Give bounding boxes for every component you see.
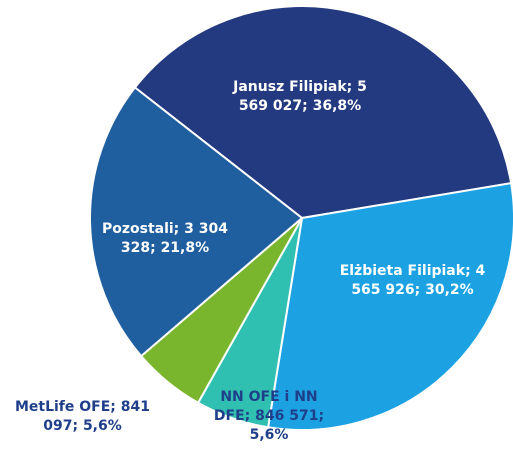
label-part: 21,8%: [160, 240, 210, 256]
label-part: 3 304 328;: [120, 221, 229, 256]
label-part: NN OFE i NN DFE;: [213, 389, 318, 424]
label-part: 846 571;: [255, 408, 325, 424]
label-part: 5,6%: [249, 427, 289, 443]
slice-label: NN OFE i NN DFE; 846 571; 5,6%: [210, 388, 328, 445]
slice-label: Pozostali; 3 304 328; 21,8%: [90, 220, 240, 258]
label-part: Pozostali;: [101, 221, 180, 237]
slice-label: MetLife OFE; 841 097; 5,6%: [0, 398, 165, 436]
label-part: 5 569 027;: [238, 79, 367, 114]
pie-slice: [89, 86, 304, 358]
label-part: 5,6%: [82, 418, 122, 434]
label-part: Elżbieta Filipiak;: [339, 263, 471, 279]
label-part: 36,8%: [312, 98, 362, 114]
label-part: 841 097;: [43, 399, 151, 434]
slice-label: Janusz Filipiak; 5 569 027; 36,8%: [225, 78, 375, 116]
pie-slice: [266, 181, 513, 431]
slice-label: Elżbieta Filipiak; 4 565 926; 30,2%: [325, 262, 500, 300]
label-part: 30,2%: [425, 282, 474, 298]
label-part: Janusz Filipiak;: [233, 79, 353, 95]
pie-slice: [133, 5, 513, 220]
label-part: MetLife OFE;: [14, 399, 116, 415]
label-part: 4 565 926;: [351, 263, 486, 298]
